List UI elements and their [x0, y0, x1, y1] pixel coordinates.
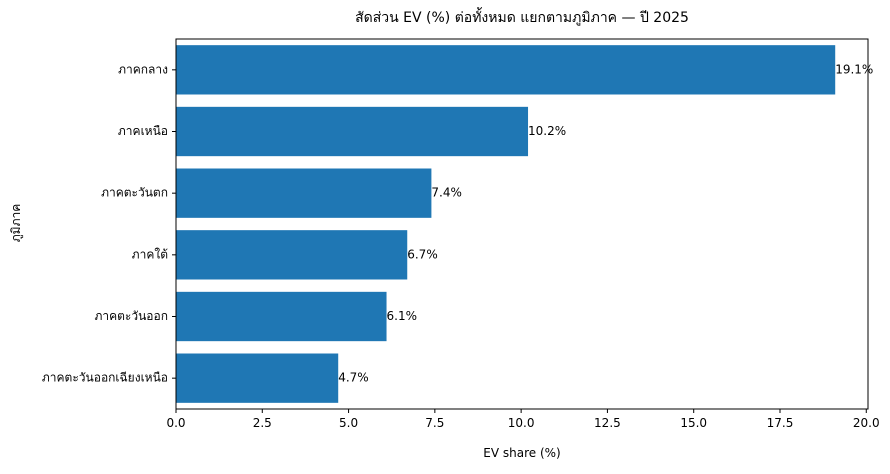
x-tick-label-1: 2.5: [253, 416, 272, 430]
x-tick-label-0: 0.0: [166, 416, 185, 430]
bar-3: [176, 230, 408, 280]
y-tick-label-0: ภาคกลาง: [118, 62, 168, 76]
bar-value-label-4: 6.1%: [387, 309, 418, 323]
x-tick-label-8: 20.0: [853, 416, 880, 430]
y-tick-label-1: ภาคเหนือ: [118, 124, 168, 138]
y-tick-label-5: ภาคตะวันออกเฉียงเหนือ: [42, 371, 168, 385]
bar-value-label-0: 19.1%: [835, 62, 873, 76]
bar-0: [176, 45, 836, 95]
x-tick-label-2: 5.0: [339, 416, 358, 430]
y-axis-label: ภูมิภาค: [9, 204, 24, 243]
bar-4: [176, 291, 387, 342]
bar-value-label-1: 10.2%: [528, 124, 566, 138]
x-axis-label: EV share (%): [483, 446, 560, 460]
x-tick-label-5: 12.5: [594, 416, 621, 430]
bar-1: [176, 106, 529, 157]
bar-2: [176, 168, 432, 218]
bar-value-label-3: 6.7%: [407, 247, 438, 261]
y-tick-label-4: ภาคตะวันออก: [94, 309, 168, 323]
y-tick-label-2: ภาคตะวันตก: [101, 186, 168, 200]
bar-value-label-2: 7.4%: [431, 186, 462, 200]
x-tick-label-7: 17.5: [767, 416, 794, 430]
axes-frame: [175, 38, 869, 410]
x-tick-label-3: 7.5: [425, 416, 444, 430]
x-tick-label-6: 15.0: [680, 416, 707, 430]
x-tick-label-4: 10.0: [508, 416, 535, 430]
plot-area: ภาคกลาง 19.1% ภาคเหนือ 10.2% ภาคตะวันตก 7.4% ภ…: [42, 38, 880, 430]
y-tick-label-3: ภาคใต้: [132, 247, 168, 261]
bar-value-label-5: 4.7%: [338, 371, 369, 385]
chart-title: สัดส่วน EV (%) ต่อทั้งหมด แยกตามภูมิภาค …: [355, 7, 689, 26]
bar-5: [176, 353, 339, 403]
